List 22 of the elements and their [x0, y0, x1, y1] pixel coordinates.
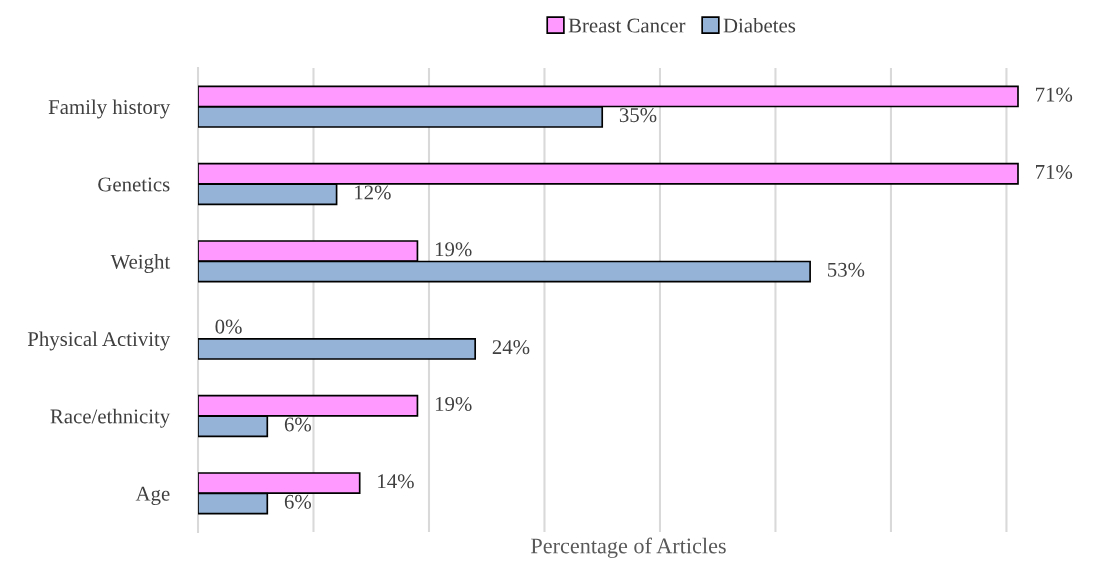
data-label: 71%	[1036, 87, 1073, 102]
data-label: 24%	[492, 340, 530, 355]
data-label: 6%	[284, 494, 312, 509]
y-tick-label: Family history	[48, 99, 171, 119]
data-label: 35%	[619, 108, 657, 123]
y-tick-label: Weight	[110, 254, 171, 274]
data-label: 53%	[827, 262, 865, 277]
y-tick-label: Physical Activity	[27, 331, 171, 351]
data-label: 71%	[1036, 164, 1073, 180]
x-axis-title: Percentage of Articles	[531, 537, 726, 558]
bar	[198, 338, 477, 360]
data-label: 14%	[378, 474, 414, 489]
legend-label: Breast Cancer	[568, 18, 686, 33]
y-tick-label: Age	[135, 486, 170, 506]
data-label: 6%	[284, 417, 312, 432]
legend-label: Diabetes	[723, 17, 796, 33]
data-label: 19%	[435, 242, 472, 257]
data-label: 12%	[355, 185, 391, 200]
data-label: 0%	[215, 319, 242, 334]
data-label: 19%	[435, 396, 472, 412]
y-tick-label: Genetics	[98, 177, 170, 192]
y-tick-label: Race/ethnicity	[50, 408, 171, 428]
